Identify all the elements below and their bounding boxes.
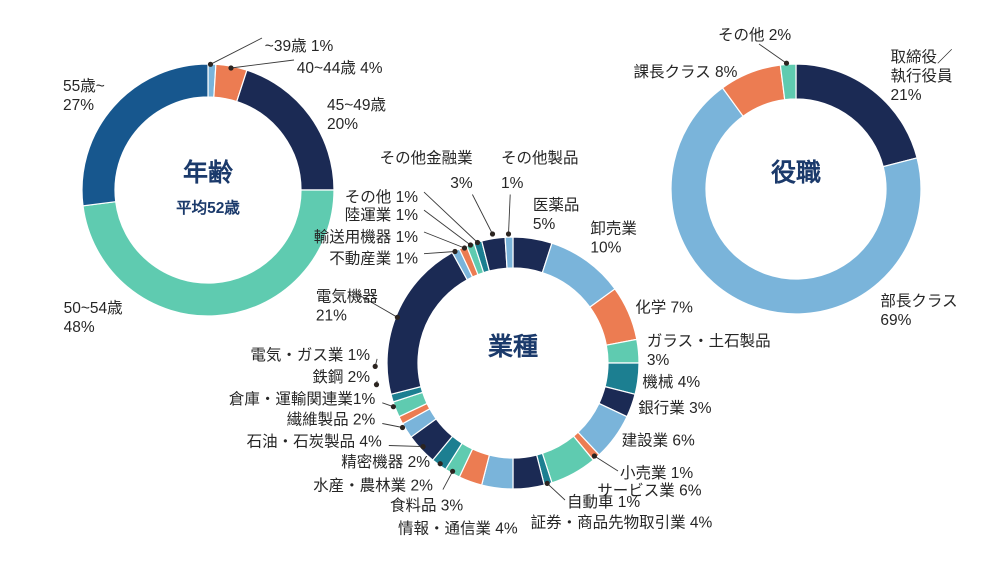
svg-text:水産・農林業 2%: 水産・農林業 2% bbox=[313, 477, 433, 495]
svg-text:情報・通信業 4%: 情報・通信業 4% bbox=[398, 520, 518, 538]
svg-text:倉庫・運輸関連業1%: 倉庫・運輸関連業1% bbox=[229, 390, 376, 408]
svg-text:課長クラス 8%: 課長クラス 8% bbox=[634, 63, 738, 81]
svg-text:精密機器 2%: 精密機器 2% bbox=[341, 453, 430, 471]
svg-text:銀行業 3%: 銀行業 3% bbox=[638, 399, 711, 417]
svg-text:証券・商品先物取引業 4%: 証券・商品先物取引業 4% bbox=[531, 514, 713, 532]
svg-text:その他 1%: その他 1% bbox=[345, 188, 418, 206]
svg-text:平均52歳: 平均52歳 bbox=[176, 198, 240, 217]
svg-text:輸送用機器 1%: 輸送用機器 1% bbox=[314, 228, 418, 246]
svg-text:食料品 3%: 食料品 3% bbox=[390, 497, 463, 515]
svg-text:~39歳 1%: ~39歳 1% bbox=[265, 37, 334, 55]
svg-text:40~44歳 4%: 40~44歳 4% bbox=[297, 59, 383, 77]
svg-text:その他 2%: その他 2% bbox=[718, 26, 791, 44]
svg-text:陸運業 1%: 陸運業 1% bbox=[345, 206, 418, 224]
svg-text:小売業 1%: 小売業 1% bbox=[620, 464, 693, 482]
svg-text:役職: 役職 bbox=[771, 158, 821, 187]
svg-text:化学 7%: 化学 7% bbox=[635, 299, 693, 317]
svg-text:業種: 業種 bbox=[488, 333, 538, 361]
svg-text:機械 4%: 機械 4% bbox=[642, 373, 700, 391]
svg-text:電気・ガス業 1%: 電気・ガス業 1% bbox=[250, 346, 370, 364]
svg-text:不動産業 1%: 不動産業 1% bbox=[329, 250, 418, 268]
svg-text:鉄鋼 2%: 鉄鋼 2% bbox=[312, 368, 370, 386]
svg-text:自動車 1%: 自動車 1% bbox=[567, 493, 640, 511]
svg-text:年齢: 年齢 bbox=[183, 158, 233, 187]
svg-text:繊維製品 2%: 繊維製品 2% bbox=[287, 411, 376, 429]
svg-text:石油・石炭製品 4%: 石油・石炭製品 4% bbox=[247, 433, 382, 451]
svg-text:建設業 6%: 建設業 6% bbox=[622, 432, 695, 450]
